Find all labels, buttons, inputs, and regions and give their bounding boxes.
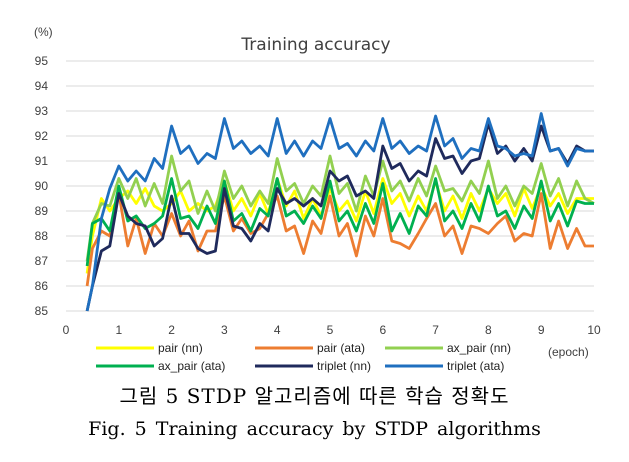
legend-item: ax_pair (nn) [385,341,511,355]
x-tick-labels: 0 1 2 3 4 5 6 7 8 9 10 [63,323,601,337]
legend-label: ax_pair (ata) [158,359,225,373]
figure-caption-korean: 그림 5 STDP 알고리즘에 따른 학습 정확도 [119,384,510,408]
y-tick-label: 90 [35,179,49,193]
y-tick-label: 94 [35,79,49,93]
y-tick-label: 93 [35,104,49,118]
y-tick-label: 91 [35,154,49,168]
legend-item: ax_pair (ata) [96,359,225,373]
legend-label: pair (ata) [317,341,365,355]
legend-item: pair (ata) [255,341,365,355]
x-unit-label: (epoch) [548,345,589,359]
legend-label: ax_pair (nn) [447,341,511,355]
y-tick-label: 85 [35,304,49,318]
y-tick-label: 87 [35,254,49,268]
series-line-ax-pair-ata [85,177,594,267]
chart-title: Training accuracy [240,35,390,55]
legend-label: triplet (nn) [317,359,371,373]
legend-item: pair (nn) [96,341,203,355]
y-tick-label: 89 [35,204,49,218]
series-line-ax-pair-nn [85,154,595,262]
x-tick-label: 7 [432,323,439,337]
legend-item: triplet (nn) [255,359,371,373]
x-tick-label: 5 [327,323,334,337]
x-tick-label: 3 [221,323,228,337]
y-unit-label: (%) [34,25,53,39]
x-tick-label: 8 [485,323,492,337]
legend-label: pair (nn) [158,341,203,355]
legend-item: triplet (ata) [385,359,504,373]
figure-caption-english: Fig. 5 Training accuracy by STDP algorit… [88,418,541,440]
training-accuracy-chart: Training accuracy (%) 858687888990919293… [34,25,601,373]
series-line-triplet-ata [85,112,594,312]
x-tick-label: 0 [63,323,70,337]
x-tick-label: 10 [587,323,601,337]
y-tick-label: 88 [35,229,49,243]
series-lines [85,112,595,312]
x-tick-label: 1 [115,323,122,337]
y-tick-label: 92 [35,129,49,143]
y-tick-labels: 85 86 87 88 89 90 91 92 93 94 95 [35,54,49,318]
x-tick-label: 4 [274,323,281,337]
y-tick-label: 95 [35,54,49,68]
x-tick-label: 6 [379,323,386,337]
x-tick-label: 2 [168,323,175,337]
legend: pair (nn) pair (ata) ax_pair (nn) ax_pair (… [96,341,511,373]
series-line-pair-ata [85,192,594,287]
legend-label: triplet (ata) [447,359,504,373]
y-tick-label: 86 [35,279,49,293]
x-tick-label: 9 [538,323,545,337]
